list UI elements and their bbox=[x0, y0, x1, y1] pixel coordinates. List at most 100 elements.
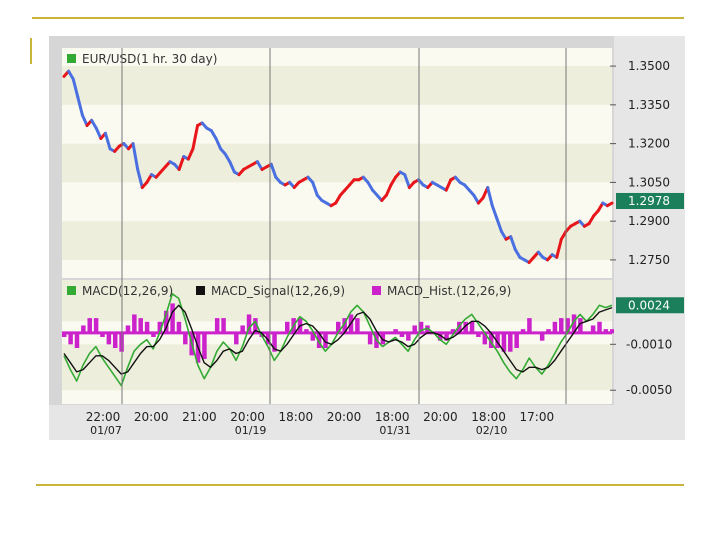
macd-legend-swatch bbox=[67, 286, 76, 295]
macd-hist-bar bbox=[336, 321, 341, 334]
macd-hist-bar bbox=[202, 332, 207, 360]
macd-hist-bar bbox=[208, 332, 214, 334]
price-y-tick-label: 1.3050 bbox=[628, 175, 670, 189]
price-line-segment bbox=[403, 173, 411, 190]
price-line-segment bbox=[587, 214, 596, 226]
macd-legend-label: MACD(12,26,9) bbox=[82, 284, 173, 298]
macd-hist-bar bbox=[81, 325, 86, 334]
x-tick-label: 17:00 bbox=[520, 410, 555, 424]
macd-hist-bar bbox=[399, 332, 405, 337]
macd-hist-bar bbox=[610, 329, 615, 334]
macd-hist-bar bbox=[425, 325, 430, 334]
macd-current-value-badge: 0.0024 bbox=[616, 297, 684, 314]
macd-hist-bar bbox=[508, 332, 513, 352]
x-tick-label: 18:00 bbox=[279, 410, 314, 424]
macd-hist-bar bbox=[437, 332, 443, 341]
macd-hist-bar bbox=[100, 332, 105, 337]
macd-hist-bar bbox=[132, 314, 137, 334]
price-line-segment bbox=[131, 142, 140, 171]
price-line-segment bbox=[495, 217, 503, 233]
price-line-segment bbox=[209, 129, 218, 140]
x-tick-label: 20:00 bbox=[230, 410, 265, 424]
macd-hist-bar bbox=[495, 332, 500, 349]
macd-hist-bar bbox=[406, 332, 411, 341]
macd-hist-bar bbox=[170, 303, 175, 334]
macd-legend-swatch bbox=[372, 286, 381, 295]
macd-hist-bar bbox=[106, 332, 112, 345]
macd-hist-bar bbox=[310, 332, 316, 341]
price-line-segment bbox=[214, 136, 223, 151]
macd-hist-bar bbox=[533, 332, 539, 334]
macd-hist-bar bbox=[361, 332, 366, 334]
price-line-segment bbox=[513, 248, 522, 259]
macd-hist-bar bbox=[272, 332, 277, 352]
x-tick-date-label: 01/07 bbox=[90, 424, 122, 437]
macd-hist-bar bbox=[546, 329, 551, 334]
macd-hist-bar bbox=[323, 332, 328, 349]
left-rule bbox=[30, 38, 32, 64]
price-line-segment bbox=[596, 201, 605, 213]
macd-hist-bar bbox=[329, 332, 335, 334]
macd-hist-bar bbox=[450, 329, 456, 334]
price-line-segment bbox=[186, 147, 195, 161]
price-line-segment bbox=[269, 162, 278, 179]
macd-hist-bar bbox=[144, 321, 150, 334]
price-line-segment bbox=[384, 183, 393, 197]
macd-legend-label: MACD_Hist.(12,26,9) bbox=[387, 284, 511, 298]
macd-hist-bar bbox=[253, 318, 258, 334]
macd-y-tick-label: -0.0050 bbox=[626, 383, 672, 397]
x-tick-label: 18:00 bbox=[375, 410, 410, 424]
x-axis-panel bbox=[49, 405, 614, 440]
macd-hist-bar bbox=[412, 325, 417, 334]
macd-hist-bar bbox=[265, 332, 271, 345]
macd-hist-bar bbox=[457, 321, 462, 334]
macd-hist-bar bbox=[151, 332, 156, 337]
macd-hist-bar bbox=[571, 314, 577, 334]
price-line-segment bbox=[555, 237, 563, 259]
macd-hist-bar bbox=[183, 332, 188, 345]
price-line-segment bbox=[255, 160, 264, 171]
price-line-segment bbox=[311, 180, 319, 197]
price-line-segment bbox=[145, 173, 153, 184]
price-line-segment bbox=[334, 193, 342, 205]
macd-hist-bar bbox=[578, 318, 583, 334]
macd-legend-swatch bbox=[196, 286, 205, 295]
price-grid-band bbox=[62, 66, 612, 105]
macd-hist-bar bbox=[514, 332, 519, 349]
macd-hist-bar bbox=[463, 321, 468, 334]
x-tick-label: 21:00 bbox=[182, 410, 217, 424]
macd-hist-bar bbox=[62, 332, 67, 337]
macd-hist-bar bbox=[138, 318, 143, 334]
macd-hist-bar bbox=[520, 329, 526, 334]
x-tick-label: 22:00 bbox=[86, 410, 121, 424]
macd-current-value: 0.0024 bbox=[628, 298, 670, 312]
price-line-segment bbox=[76, 95, 84, 117]
macd-hist-bar bbox=[444, 332, 449, 341]
price-y-tick-label: 1.3200 bbox=[628, 137, 670, 151]
price-line-segment bbox=[94, 126, 103, 140]
macd-signal-line bbox=[63, 304, 613, 375]
price-line-segment bbox=[559, 229, 568, 241]
macd-hist-bar bbox=[214, 318, 220, 334]
macd-hist-bar bbox=[380, 332, 386, 345]
macd-hist-bar bbox=[93, 318, 99, 334]
macd-hist-bar bbox=[342, 318, 347, 334]
price-line-segment bbox=[103, 131, 112, 151]
macd-hist-bar bbox=[157, 321, 163, 334]
macd-hist-bar bbox=[163, 310, 169, 334]
price-line-segment bbox=[509, 235, 517, 252]
price-chart-title: EUR/USD(1 hr. 30 day) bbox=[82, 52, 217, 66]
top-rule bbox=[32, 17, 684, 19]
macd-hist-bar bbox=[597, 321, 602, 334]
x-tick-date-label: 01/19 bbox=[235, 424, 267, 437]
price-line-segment bbox=[223, 152, 232, 164]
macd-hist-bar bbox=[240, 325, 245, 334]
macd-hist-bar bbox=[246, 314, 252, 334]
price-line-segment bbox=[486, 186, 494, 208]
price-y-tick-label: 1.3350 bbox=[628, 98, 670, 112]
macd-hist-bar bbox=[476, 332, 481, 337]
macd-hist-bar bbox=[552, 321, 558, 334]
price-legend-swatch bbox=[67, 54, 76, 63]
macd-hist-bar bbox=[565, 318, 570, 334]
bottom-rule bbox=[36, 484, 684, 486]
